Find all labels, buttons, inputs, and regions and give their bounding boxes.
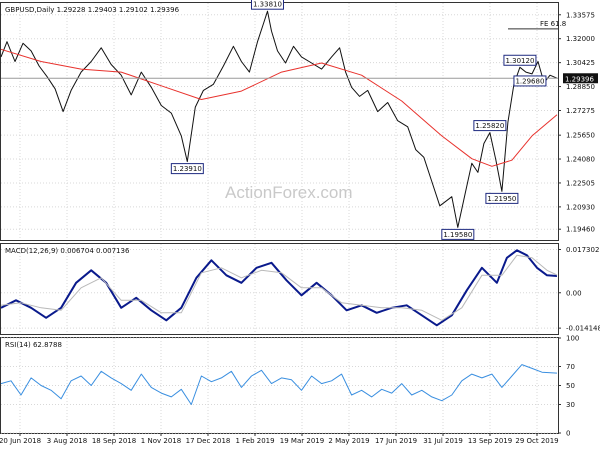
price-annotation-box xyxy=(441,228,475,240)
y-tick-label: 1.19460 xyxy=(566,226,595,234)
x-tick-label: 13 Sep 2019 xyxy=(468,437,512,445)
series-line-price xyxy=(0,10,558,228)
x-tick-label: 1 Nov 2018 xyxy=(141,437,181,445)
y-tick-label: 0 xyxy=(566,430,570,438)
y-tick-label: 1.33575 xyxy=(566,11,595,19)
current-price-box xyxy=(563,73,598,84)
x-tick-label: 3 Aug 2018 xyxy=(47,437,87,445)
price-annotation-label: 1.21950 xyxy=(487,195,516,203)
price-panel-title: GBPUSD,Daily 1.29228 1.29403 1.29102 1.2… xyxy=(5,6,180,14)
price-annotation-label: 1.29680 xyxy=(515,77,544,85)
y-tick-label: 100 xyxy=(566,335,579,343)
y-tick-label: 30 xyxy=(566,401,575,409)
rsi-panel-title: RSI(14) 62.8788 xyxy=(5,341,62,349)
x-tick-label: 17 Dec 2018 xyxy=(186,437,231,445)
series-line-signal xyxy=(0,254,558,321)
grid-layer xyxy=(1,3,558,434)
price-annotation-box xyxy=(503,54,537,66)
label-layer: FE 61.8 1.29396 1.33810 1.30120 1.29680 1.258… xyxy=(1,0,598,240)
x-tick-label: 29 Oct 2019 xyxy=(515,437,558,445)
price-annotation-label: 1.25820 xyxy=(475,122,504,130)
macd-panel-title: MACD(12,26,9) 0.006704 0.007136 xyxy=(5,247,130,255)
price-annotation-box xyxy=(485,192,519,204)
price-annotation-label: 1.23910 xyxy=(173,165,202,173)
price-annotation-label: 1.30120 xyxy=(505,57,534,65)
price-annotation-box xyxy=(473,120,507,132)
macd-panel-frame xyxy=(0,243,559,335)
current-price-label: 1.29396 xyxy=(565,75,594,83)
y-tick-label: 1.20930 xyxy=(566,203,595,211)
price-annotation-box xyxy=(250,0,284,10)
price-annotation-box xyxy=(513,75,547,87)
series-line-moving_average xyxy=(0,48,558,167)
price-annotation-label: 1.33810 xyxy=(253,1,282,9)
series-layer xyxy=(0,10,558,405)
y-tick-label: 0.017302 xyxy=(566,246,599,254)
price-annotation-box xyxy=(170,163,204,175)
y-tick-label: 50 xyxy=(566,382,575,390)
y-tick-label: 1.28850 xyxy=(566,83,595,91)
y-tick-label: 1.30425 xyxy=(566,59,595,67)
y-tick-label: 1.32000 xyxy=(566,35,595,43)
x-tick-label: 20 Jun 2018 xyxy=(0,437,41,445)
y-tick-label: 1.24080 xyxy=(566,156,595,164)
y-tick-label: 1.25650 xyxy=(566,132,595,140)
y-tick-label: 0.00 xyxy=(566,289,582,297)
watermark: ActionForex.com xyxy=(225,183,353,202)
y-tick-label: 1.27275 xyxy=(566,107,595,115)
x-tick-label: 17 Jun 2019 xyxy=(375,437,417,445)
fibonacci-level-label: FE 61.8 xyxy=(540,20,566,28)
y-tick-label: 70 xyxy=(566,363,575,371)
x-tick-label: 1 Feb 2019 xyxy=(235,437,274,445)
x-tick-label: 31 Jul 2019 xyxy=(423,437,463,445)
price-annotation-label: 1.19580 xyxy=(443,231,472,239)
x-tick-label: 19 Mar 2019 xyxy=(280,437,324,445)
x-tick-label: 2 May 2019 xyxy=(328,437,369,445)
y-tick-label: 1.22505 xyxy=(566,179,595,187)
series-line-rsi xyxy=(0,364,558,405)
axis-layer: 20 Jun 2018 3 Aug 2018 18 Sep 2018 1 Nov 20… xyxy=(0,11,600,445)
y-tick-label: -0.014148 xyxy=(566,325,600,333)
x-tick-label: 18 Sep 2018 xyxy=(92,437,136,445)
